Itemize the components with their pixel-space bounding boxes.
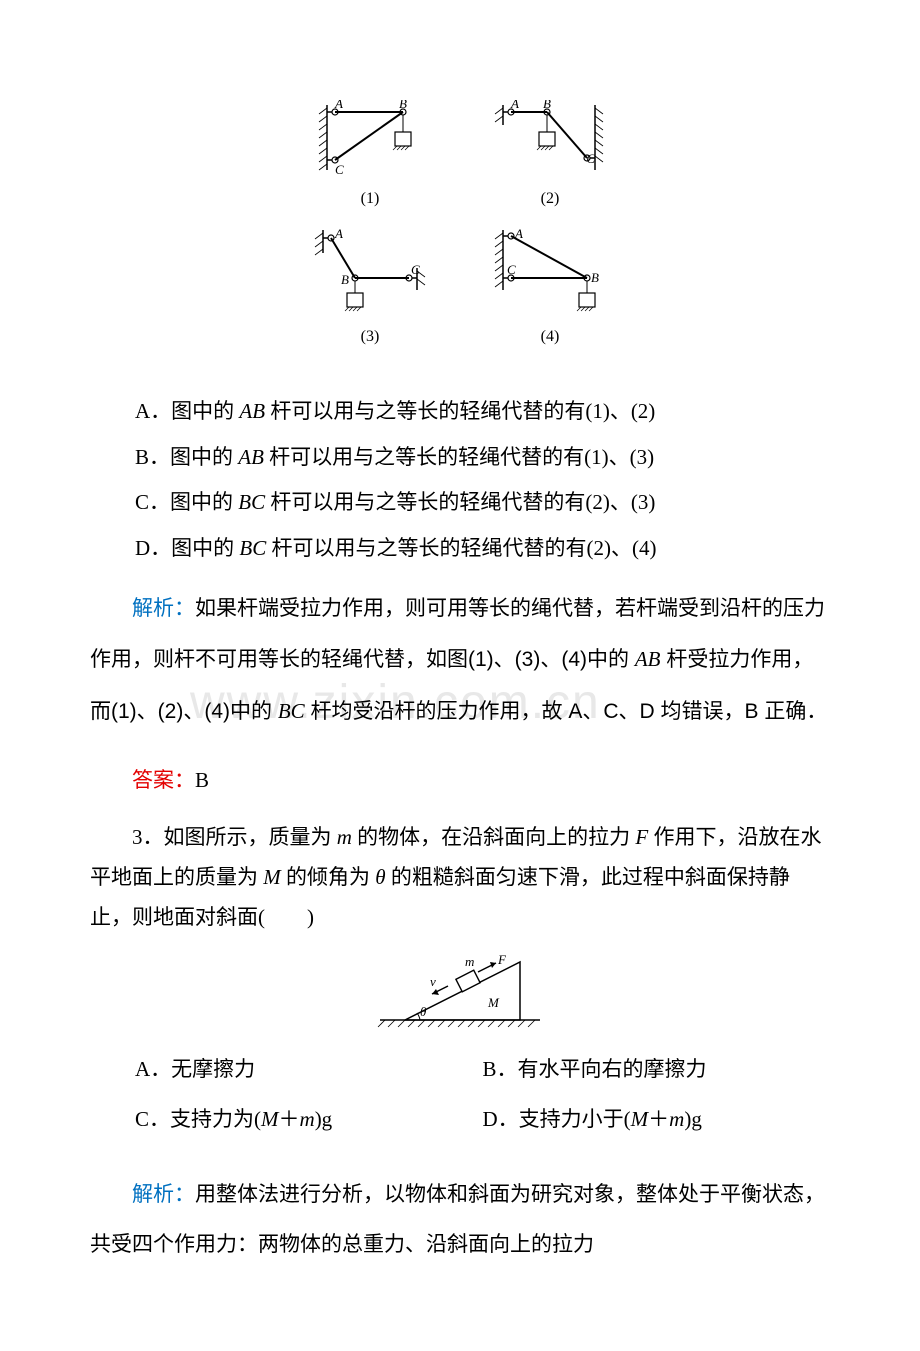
figure-1-label: (1) — [361, 190, 380, 208]
page-content: www.zixin.com.cn — [90, 100, 830, 1271]
figure-4-label: (4) — [541, 328, 560, 346]
option-d: D．图中的 BC 杆可以用与之等长的轻绳代替的有(2)、(4) — [90, 533, 830, 565]
option-3a: A．无摩擦力 — [135, 1050, 483, 1090]
analysis-3-label: 解析： — [132, 1183, 195, 1206]
svg-text:C: C — [335, 162, 344, 177]
figure-row-1: A B C (1) — [305, 100, 615, 208]
svg-text:C: C — [411, 262, 420, 277]
svg-text:C: C — [507, 262, 516, 277]
options-block-3: A．无摩擦力 B．有水平向右的摩擦力 C．支持力为(M＋m)g D．支持力小于(… — [90, 1050, 830, 1150]
analysis-label: 解析： — [132, 597, 195, 620]
svg-text:v: v — [430, 974, 436, 989]
option-a: A．图中的 AB 杆可以用与之等长的轻绳代替的有(1)、(2) — [90, 396, 830, 428]
option-3c: C．支持力为(M＋m)g — [135, 1100, 483, 1140]
svg-text:F: F — [497, 952, 507, 967]
figure-2-label: (2) — [541, 190, 560, 208]
svg-text:A: A — [334, 228, 343, 241]
figure-2-svg: A B C — [485, 100, 615, 185]
option-c: C．图中的 BC 杆可以用与之等长的轻绳代替的有(2)、(3) — [90, 487, 830, 519]
answer-1: 答案：B — [90, 757, 830, 803]
figure-3-svg: A B C — [305, 228, 435, 323]
figure-3-label: (3) — [361, 328, 380, 346]
svg-text:θ: θ — [420, 1004, 427, 1019]
svg-text:C: C — [586, 151, 595, 166]
svg-text:m: m — [465, 954, 474, 969]
options-block-1: A．图中的 AB 杆可以用与之等长的轻绳代替的有(1)、(2) B．图中的 AB… — [90, 396, 830, 564]
svg-text:M: M — [487, 995, 500, 1010]
svg-text:B: B — [341, 272, 349, 287]
analysis-1: 解析：如果杆端受拉力作用，则可用等长的绳代替，若杆端受到沿杆的压力作用，则杆不可… — [90, 584, 830, 737]
svg-text:B: B — [591, 270, 599, 285]
option-3b: B．有水平向右的摩擦力 — [483, 1050, 831, 1090]
answer-label: 答案： — [132, 768, 195, 792]
figure-1: A B C (1) — [305, 100, 435, 208]
incline-figure: m F v M θ — [90, 952, 830, 1032]
svg-text:B: B — [543, 100, 551, 111]
analysis-3: 解析：用整体法进行分析，以物体和斜面为研究对象，整体处于平衡状态，共受四个作用力… — [90, 1170, 830, 1271]
option-b: B．图中的 AB 杆可以用与之等长的轻绳代替的有(1)、(3) — [90, 442, 830, 474]
option-3d: D．支持力小于(M＋m)g — [483, 1100, 831, 1140]
figure-2: A B C (2) — [485, 100, 615, 208]
figure-1-svg: A B C — [305, 100, 435, 185]
figure-row-2: A B C (3) — [305, 228, 615, 346]
incline-svg: m F v M θ — [370, 952, 550, 1032]
svg-text:B: B — [399, 100, 407, 111]
question-3: 3．如图所示，质量为 m 的物体，在沿斜面向上的拉力 F 作用下，沿放在水平地面… — [90, 818, 830, 938]
figure-4-svg: A C B — [485, 228, 615, 323]
svg-text:A: A — [514, 228, 523, 241]
svg-text:A: A — [334, 100, 343, 111]
svg-text:A: A — [510, 100, 519, 111]
figure-3: A B C (3) — [305, 228, 435, 346]
figures-container: A B C (1) — [90, 100, 830, 366]
figure-4: A C B (4) — [485, 228, 615, 346]
